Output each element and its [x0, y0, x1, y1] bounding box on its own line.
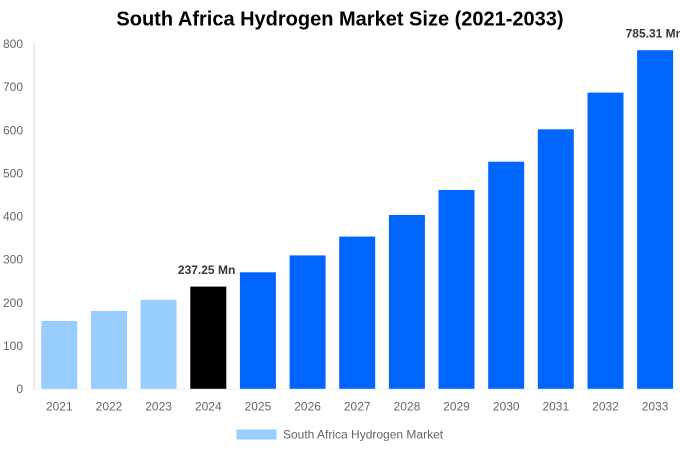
svg-text:400: 400	[3, 210, 23, 224]
svg-text:2024: 2024	[195, 400, 222, 414]
svg-text:200: 200	[3, 296, 23, 310]
svg-text:700: 700	[3, 80, 23, 94]
svg-text:2022: 2022	[96, 400, 123, 414]
svg-text:South Africa Hydrogen Market: South Africa Hydrogen Market	[283, 428, 444, 442]
svg-text:2025: 2025	[245, 400, 272, 414]
svg-text:2033: 2033	[642, 400, 669, 414]
svg-text:2029: 2029	[443, 400, 470, 414]
svg-text:2028: 2028	[394, 400, 421, 414]
svg-text:500: 500	[3, 166, 23, 180]
svg-text:100: 100	[3, 339, 23, 353]
svg-text:2026: 2026	[294, 400, 321, 414]
svg-text:South Africa Hydrogen Market S: South Africa Hydrogen Market Size (2021-…	[116, 9, 563, 31]
svg-text:237.25 Mn: 237.25 Mn	[178, 263, 235, 277]
svg-text:2030: 2030	[493, 400, 520, 414]
svg-text:600: 600	[3, 123, 23, 137]
svg-text:300: 300	[3, 253, 23, 267]
svg-text:2031: 2031	[542, 400, 569, 414]
svg-text:2027: 2027	[344, 400, 371, 414]
svg-text:800: 800	[3, 37, 23, 51]
svg-text:0: 0	[16, 382, 23, 396]
svg-text:2021: 2021	[46, 400, 73, 414]
svg-text:2032: 2032	[592, 400, 619, 414]
svg-text:785.31 Mn: 785.31 Mn	[626, 27, 680, 41]
svg-text:2023: 2023	[145, 400, 172, 414]
